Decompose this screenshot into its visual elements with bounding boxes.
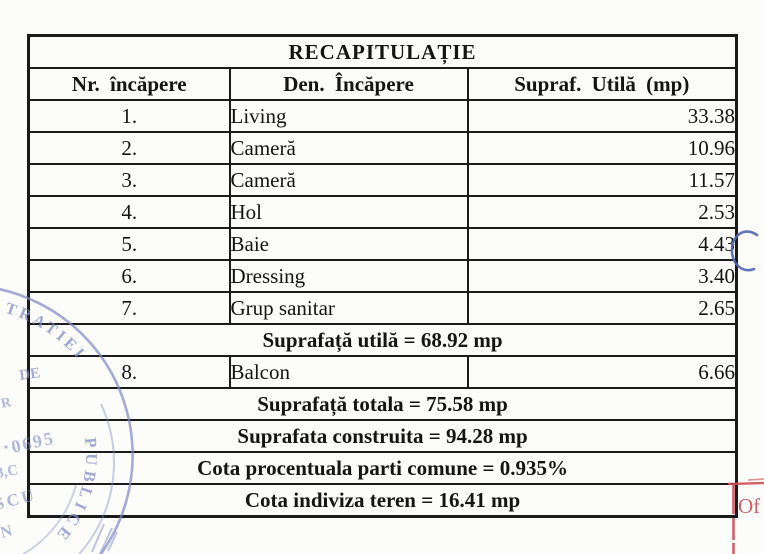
stamp-hatch-marks [91, 523, 118, 554]
table-row: 5. Baie 4.43 [27, 227, 738, 261]
cell-nr: 4. [27, 195, 231, 229]
cell-den: Living [228, 99, 469, 133]
cell-den: Cameră [228, 163, 469, 197]
cell-nr: 2. [27, 131, 231, 165]
summary-row: Suprafata construita = 94.28 mp [27, 419, 738, 453]
cell-supraf: 4.43 [466, 227, 738, 261]
cell-supraf: 3.40 [466, 259, 738, 293]
cell-nr: 7. [27, 291, 231, 325]
summary-row: Suprafață totala = 75.58 mp [27, 387, 738, 421]
cell-nr: 5. [27, 227, 231, 261]
table-row: 4. Hol 2.53 [27, 195, 738, 229]
table-row: 8. Balcon 6.66 [27, 355, 738, 389]
cell-den: Dressing [228, 259, 469, 293]
title-row: RECAPITULAȚIE [27, 34, 738, 69]
red-stamp-text: Of [738, 494, 760, 518]
cell-supraf: 6.66 [466, 355, 738, 389]
total-suprafata: Suprafață totala = 75.58 mp [27, 387, 738, 421]
table-row: 6. Dressing 3.40 [27, 259, 738, 293]
stamp-fragment: R [0, 395, 14, 412]
table-row: 2. Cameră 10.96 [27, 131, 738, 165]
cota-procentuala: Cota procentuala parti comune = 0.935% [27, 451, 738, 485]
table-row: 7. Grup sanitar 2.65 [27, 291, 738, 325]
table-row: 3. Cameră 11.57 [27, 163, 738, 197]
cell-nr: 1. [27, 99, 231, 133]
header-row: Nr. încăpere Den. Încăpere Supraf. Utilă… [27, 67, 738, 101]
col-header-supraf: Supraf. Utilă (mp) [466, 67, 738, 101]
subtotal-utila: Suprafață utilă = 68.92 mp [27, 323, 738, 357]
cell-supraf: 33.38 [466, 99, 738, 133]
subtotal-row: Suprafață utilă = 68.92 mp [27, 323, 738, 357]
cota-indiviza: Cota indiviza teren = 16.41 mp [27, 483, 738, 518]
cell-nr: 8. [27, 355, 231, 389]
suprafata-construita: Suprafata construita = 94.28 mp [27, 419, 738, 453]
stamp-fragment: N [0, 522, 15, 542]
recapitulation-table: RECAPITULAȚIE Nr. încăpere Den. Încăpere… [27, 34, 739, 518]
stamp-fragment: 3,C [0, 462, 19, 482]
cell-den: Hol [228, 195, 469, 229]
cell-den: Baie [228, 227, 469, 261]
cell-nr: 3. [27, 163, 231, 197]
cell-den: Cameră [228, 131, 469, 165]
cell-nr: 6. [27, 259, 231, 293]
summary-row: Cota indiviza teren = 16.41 mp [27, 483, 738, 518]
table-row: 1. Living 33.38 [27, 99, 738, 133]
col-header-nr: Nr. încăpere [27, 67, 231, 101]
col-header-den: Den. Încăpere [228, 67, 469, 101]
cell-supraf: 2.53 [466, 195, 738, 229]
cell-den: Balcon [228, 355, 469, 389]
summary-row: Cota procentuala parti comune = 0.935% [27, 451, 738, 485]
cell-supraf: 11.57 [466, 163, 738, 197]
cell-den: Grup sanitar [228, 291, 469, 325]
table-title: RECAPITULAȚIE [27, 34, 738, 69]
cell-supraf: 2.65 [466, 291, 738, 325]
cell-supraf: 10.96 [466, 131, 738, 165]
